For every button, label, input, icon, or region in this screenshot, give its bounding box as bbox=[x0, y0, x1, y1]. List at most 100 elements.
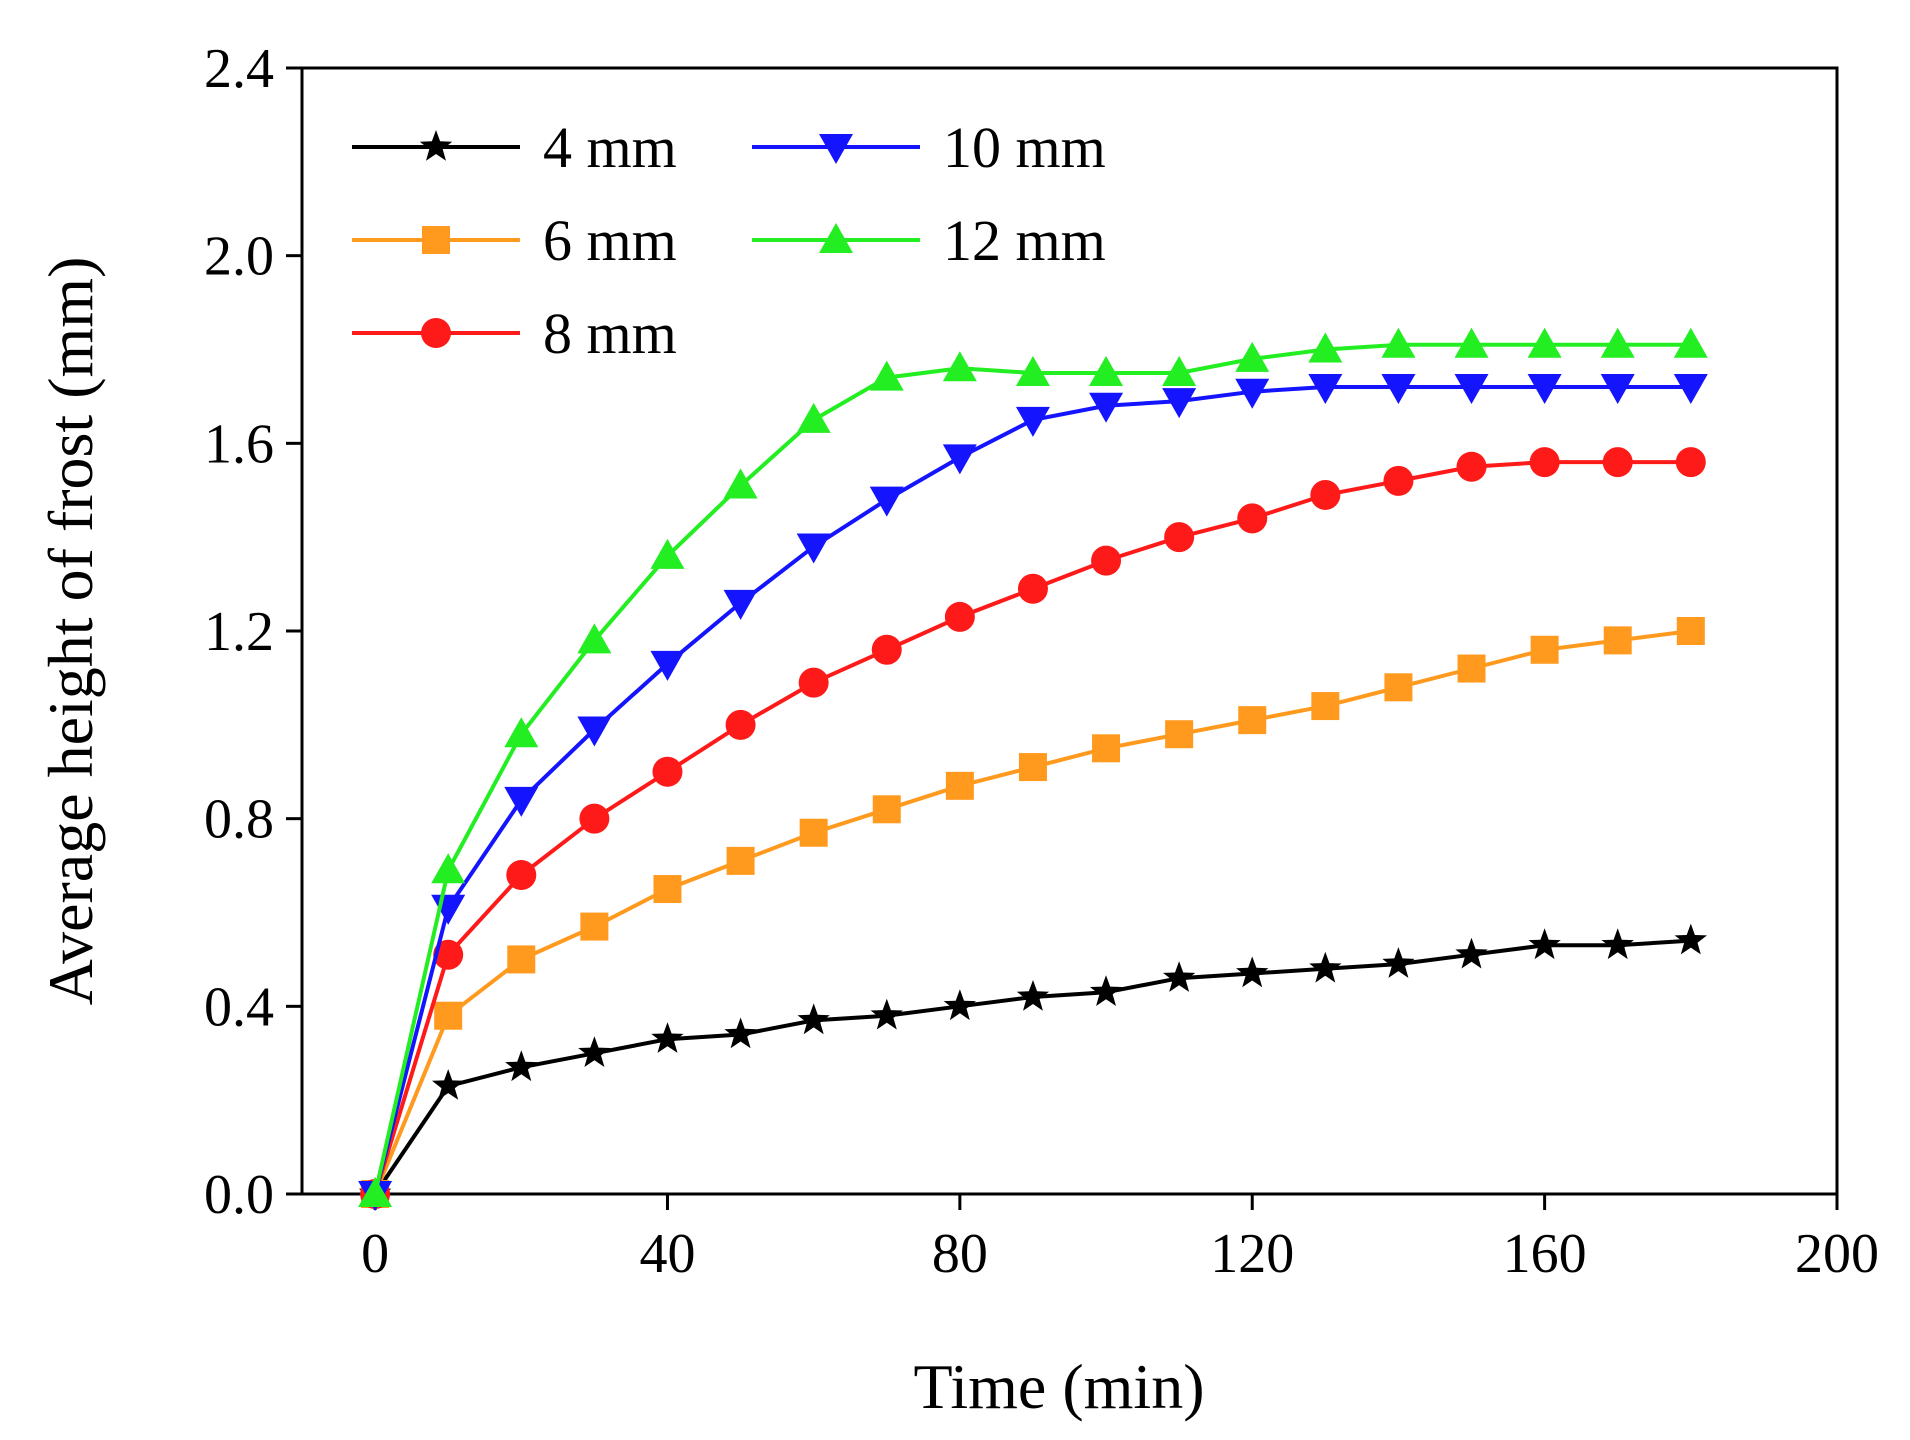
data-point-12-mm bbox=[504, 717, 539, 748]
data-point-10-mm bbox=[504, 786, 539, 817]
data-point-12-mm bbox=[1527, 327, 1562, 358]
data-point-6-mm bbox=[507, 945, 536, 974]
y-tick-label: 1.2 bbox=[204, 601, 274, 663]
data-point-4-mm bbox=[724, 1017, 757, 1049]
data-point-12-mm bbox=[1454, 327, 1489, 358]
data-point-12-mm bbox=[1673, 327, 1708, 358]
data-point-8-mm bbox=[1091, 545, 1122, 576]
data-point-12-mm bbox=[431, 853, 466, 884]
x-tick-label: 200 bbox=[1795, 1223, 1879, 1285]
data-point-8-mm bbox=[652, 756, 683, 787]
legend-label: 10 mm bbox=[943, 115, 1106, 180]
data-point-8-mm bbox=[871, 634, 902, 665]
data-point-6-mm bbox=[580, 912, 609, 941]
data-point-10-mm bbox=[1527, 374, 1562, 405]
data-point-10-mm bbox=[723, 589, 758, 620]
legend-item-8-mm: 8 mm bbox=[352, 301, 677, 366]
y-axis-ticks: 0.0 0.4 0.8 1.2 1.6 2.0 2.4 bbox=[204, 38, 302, 1226]
data-point-4-mm bbox=[1163, 961, 1196, 992]
data-point-6-mm bbox=[1530, 635, 1559, 664]
legend-label: 8 mm bbox=[543, 301, 677, 366]
data-point-12-mm bbox=[1015, 355, 1050, 386]
data-point-4-mm bbox=[870, 998, 903, 1030]
data-point-4-mm bbox=[578, 1036, 611, 1067]
data-point-6-mm bbox=[1092, 734, 1121, 763]
data-point-12-mm bbox=[577, 623, 612, 654]
data-point-12-mm bbox=[723, 468, 758, 499]
legend-item-6-mm: 6 mm bbox=[352, 208, 677, 273]
data-point-10-mm bbox=[942, 444, 977, 475]
legend-label: 4 mm bbox=[543, 115, 677, 180]
data-point-4-mm bbox=[1016, 980, 1050, 1011]
data-point-8-mm bbox=[725, 709, 756, 740]
x-tick-label: 80 bbox=[932, 1223, 988, 1285]
y-tick-label: 2.0 bbox=[204, 226, 274, 288]
data-point-4-mm bbox=[432, 1069, 465, 1100]
data-point-12-mm bbox=[1381, 327, 1416, 358]
data-point-12-mm bbox=[869, 360, 904, 391]
data-point-8-mm bbox=[506, 859, 537, 890]
data-point-12-mm bbox=[1089, 355, 1124, 386]
series-6-mm bbox=[361, 617, 1705, 1208]
x-tick-label: 160 bbox=[1503, 1223, 1587, 1285]
data-point-4-mm bbox=[943, 989, 976, 1021]
data-point-6-mm bbox=[1676, 617, 1705, 645]
x-tick-label: 120 bbox=[1210, 1223, 1294, 1285]
x-axis-ticks: 0 40 80 120 160 200 bbox=[361, 1194, 1879, 1285]
data-point-10-mm bbox=[1673, 374, 1708, 405]
legend-label: 6 mm bbox=[543, 208, 677, 273]
data-point-4-mm bbox=[1236, 956, 1269, 988]
data-point-12-mm bbox=[650, 538, 685, 569]
x-tick-label: 40 bbox=[639, 1223, 695, 1285]
series-line-10-mm bbox=[373, 385, 1691, 1195]
data-point-10-mm bbox=[1162, 388, 1197, 419]
data-point-10-mm bbox=[869, 486, 904, 517]
data-point-8-mm bbox=[1675, 447, 1706, 478]
data-point-10-mm bbox=[1015, 406, 1050, 437]
series-line-8-mm bbox=[373, 460, 1691, 1195]
data-point-10-mm bbox=[1308, 374, 1343, 405]
series-line-4-mm bbox=[373, 938, 1691, 1196]
data-point-8-mm bbox=[579, 803, 610, 834]
data-point-12-mm bbox=[942, 351, 977, 382]
data-point-4-mm bbox=[1528, 928, 1561, 960]
legend-marker bbox=[419, 130, 453, 161]
data-point-6-mm bbox=[726, 846, 755, 875]
data-point-4-mm bbox=[1089, 975, 1123, 1006]
data-point-8-mm bbox=[1237, 503, 1268, 534]
data-point-10-mm bbox=[577, 716, 612, 747]
data-point-10-mm bbox=[1235, 378, 1270, 409]
data-point-6-mm bbox=[434, 1001, 463, 1030]
data-point-4-mm bbox=[1309, 951, 1342, 983]
data-point-6-mm bbox=[1018, 753, 1047, 782]
data-point-6-mm bbox=[872, 795, 901, 824]
legend: 4 mm 6 mm 8 mm 10 mm 12 mm bbox=[352, 115, 1106, 366]
data-point-8-mm bbox=[1164, 522, 1195, 553]
data-point-8-mm bbox=[433, 939, 464, 970]
legend-marker bbox=[422, 226, 450, 254]
x-axis-title: Time (min) bbox=[914, 1351, 1205, 1422]
y-tick-label: 1.6 bbox=[204, 413, 274, 475]
legend-item-4-mm: 4 mm bbox=[352, 115, 677, 180]
data-point-10-mm bbox=[1454, 374, 1489, 405]
data-point-6-mm bbox=[1603, 626, 1632, 655]
series-layer bbox=[358, 327, 1708, 1211]
legend-marker bbox=[819, 134, 853, 164]
data-point-8-mm bbox=[798, 667, 829, 698]
legend-marker bbox=[819, 223, 853, 253]
data-point-8-mm bbox=[1383, 465, 1414, 496]
data-point-12-mm bbox=[358, 1177, 393, 1207]
data-point-4-mm bbox=[1382, 947, 1415, 978]
data-point-4-mm bbox=[1601, 928, 1634, 960]
data-point-12-mm bbox=[1235, 341, 1270, 372]
data-point-10-mm bbox=[1381, 374, 1416, 405]
series-line-6-mm bbox=[373, 629, 1692, 1195]
series-12-mm bbox=[358, 327, 1708, 1207]
data-point-6-mm bbox=[1384, 673, 1413, 702]
data-point-8-mm bbox=[1456, 451, 1487, 482]
data-point-4-mm bbox=[651, 1022, 684, 1053]
x-tick-label: 0 bbox=[361, 1223, 389, 1285]
legend-item-10-mm: 10 mm bbox=[752, 115, 1106, 180]
y-tick-label: 2.4 bbox=[204, 38, 274, 100]
